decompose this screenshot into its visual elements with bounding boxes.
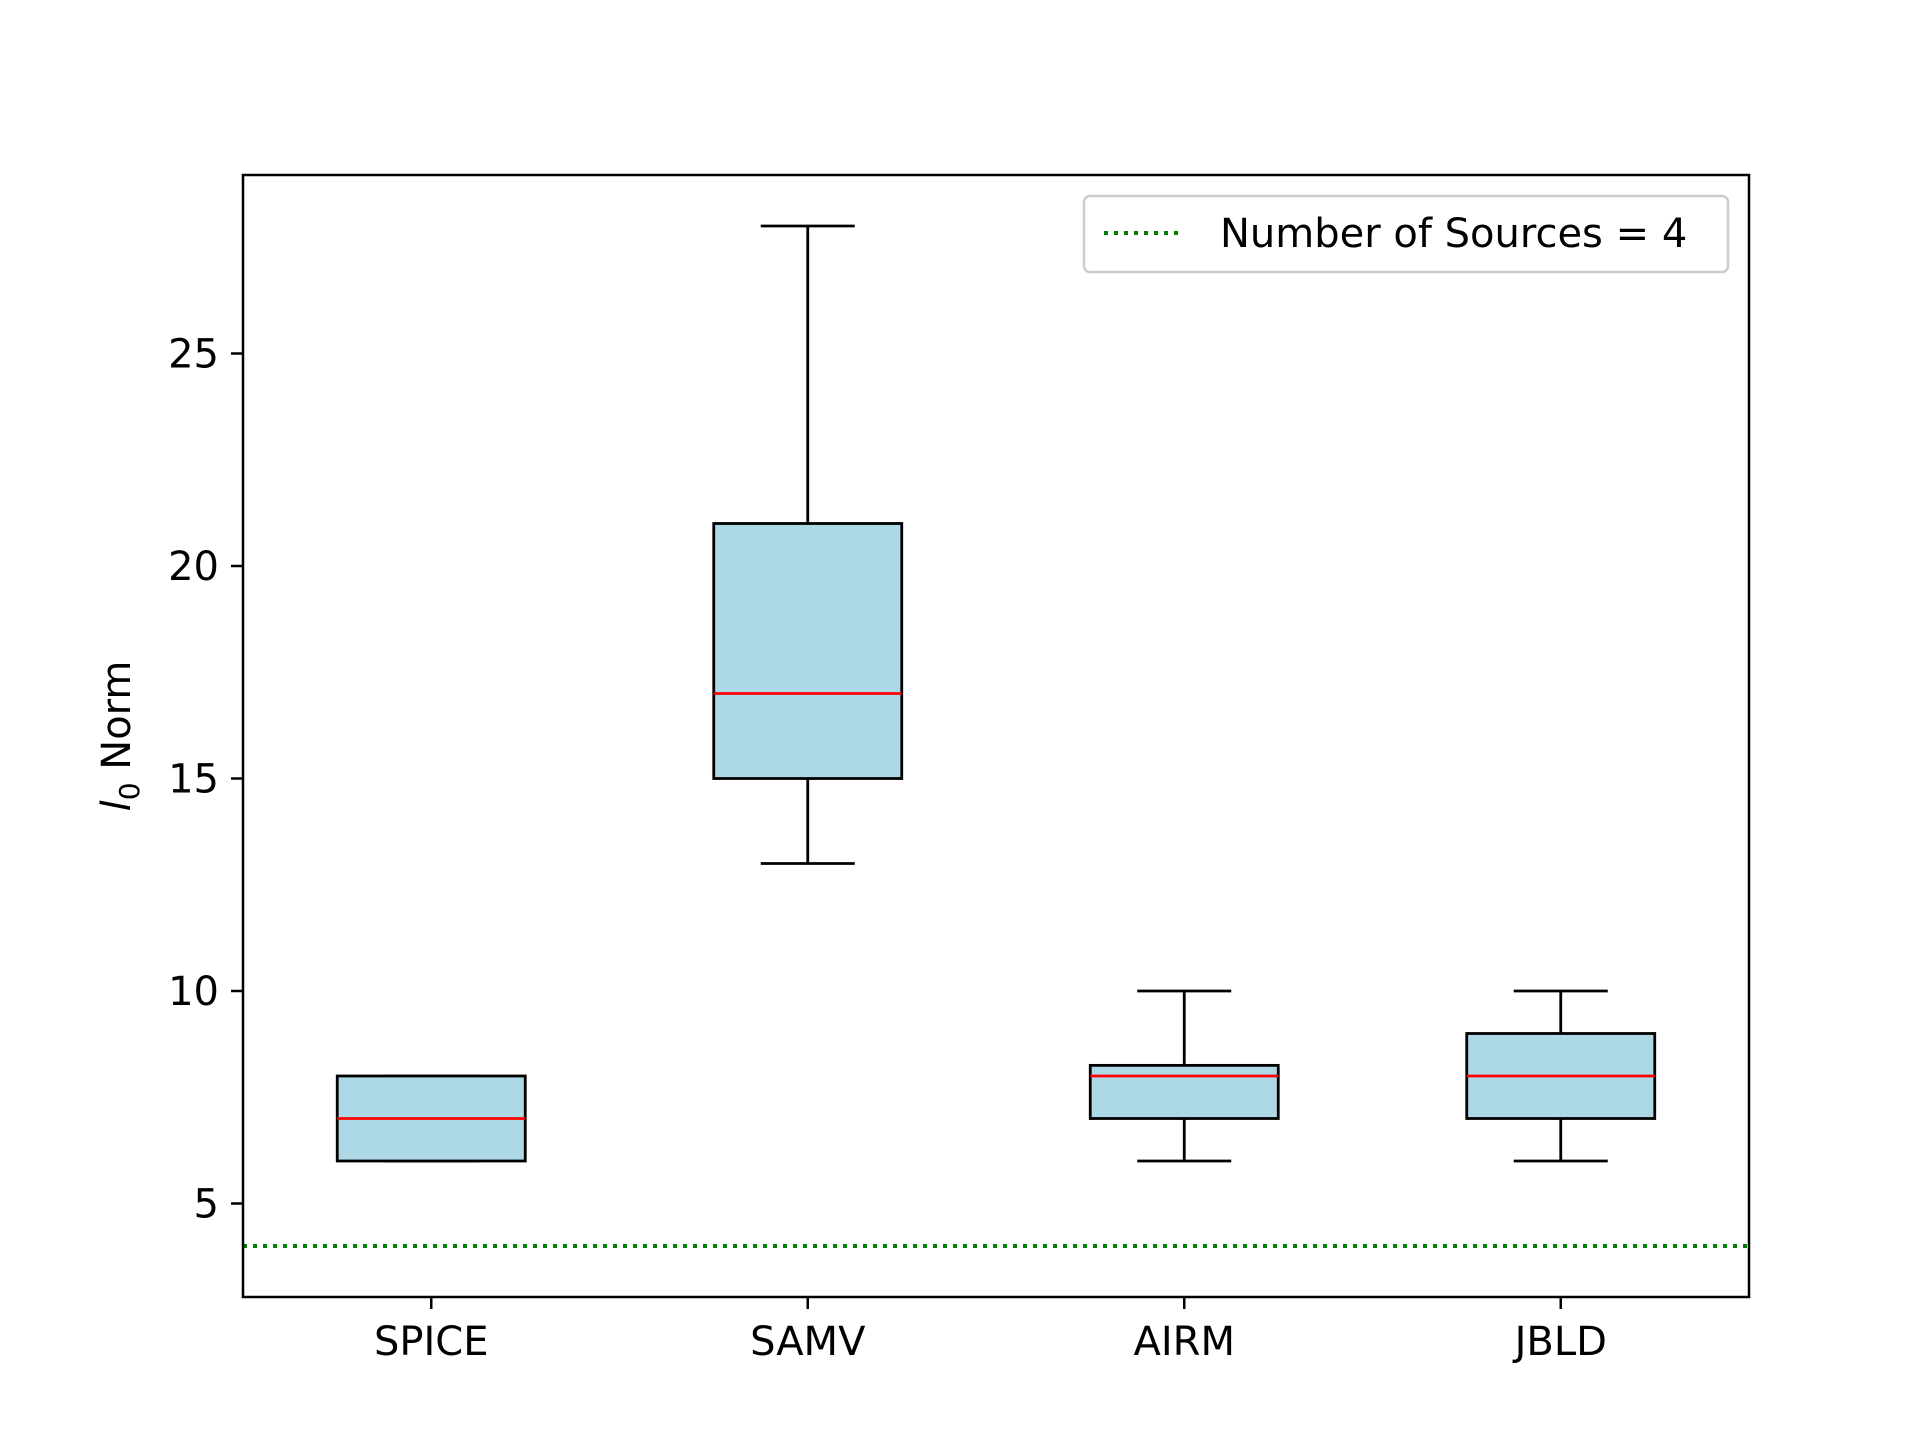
x-tick-label: SAMV xyxy=(750,1319,866,1365)
axes: SPICE SAMV AIRM JBLD 5 10 15 20 25 xyxy=(168,332,1607,1366)
x-tick-label: SPICE xyxy=(374,1319,489,1365)
box-spice xyxy=(335,1074,527,1163)
box-body xyxy=(1088,1063,1280,1120)
y-tick-label: 15 xyxy=(168,757,219,803)
plot-area xyxy=(243,224,1749,1248)
box-body xyxy=(712,522,904,780)
axes-frame xyxy=(241,173,1751,1299)
y-axis-label: l0 Norm xyxy=(94,661,146,812)
box-jbld xyxy=(1465,989,1657,1163)
y-tick-label: 10 xyxy=(168,969,219,1015)
y-tick-label: 20 xyxy=(168,544,219,590)
x-tick-label: JBLD xyxy=(1512,1319,1607,1365)
y-axis-label-symbol: l xyxy=(94,800,140,811)
y-tick-label: 5 xyxy=(194,1182,219,1228)
y-axis-label-text: Norm xyxy=(94,661,140,783)
box-samv xyxy=(712,224,904,865)
x-tick-label: AIRM xyxy=(1134,1319,1235,1365)
legend: Number of Sources = 4 xyxy=(1082,194,1730,274)
y-tick-label: 25 xyxy=(168,332,219,378)
y-axis-label-subscript: 0 xyxy=(113,782,146,800)
box-airm xyxy=(1088,989,1280,1163)
legend-label: Number of Sources = 4 xyxy=(1220,211,1687,257)
legend-frame xyxy=(1082,194,1730,274)
